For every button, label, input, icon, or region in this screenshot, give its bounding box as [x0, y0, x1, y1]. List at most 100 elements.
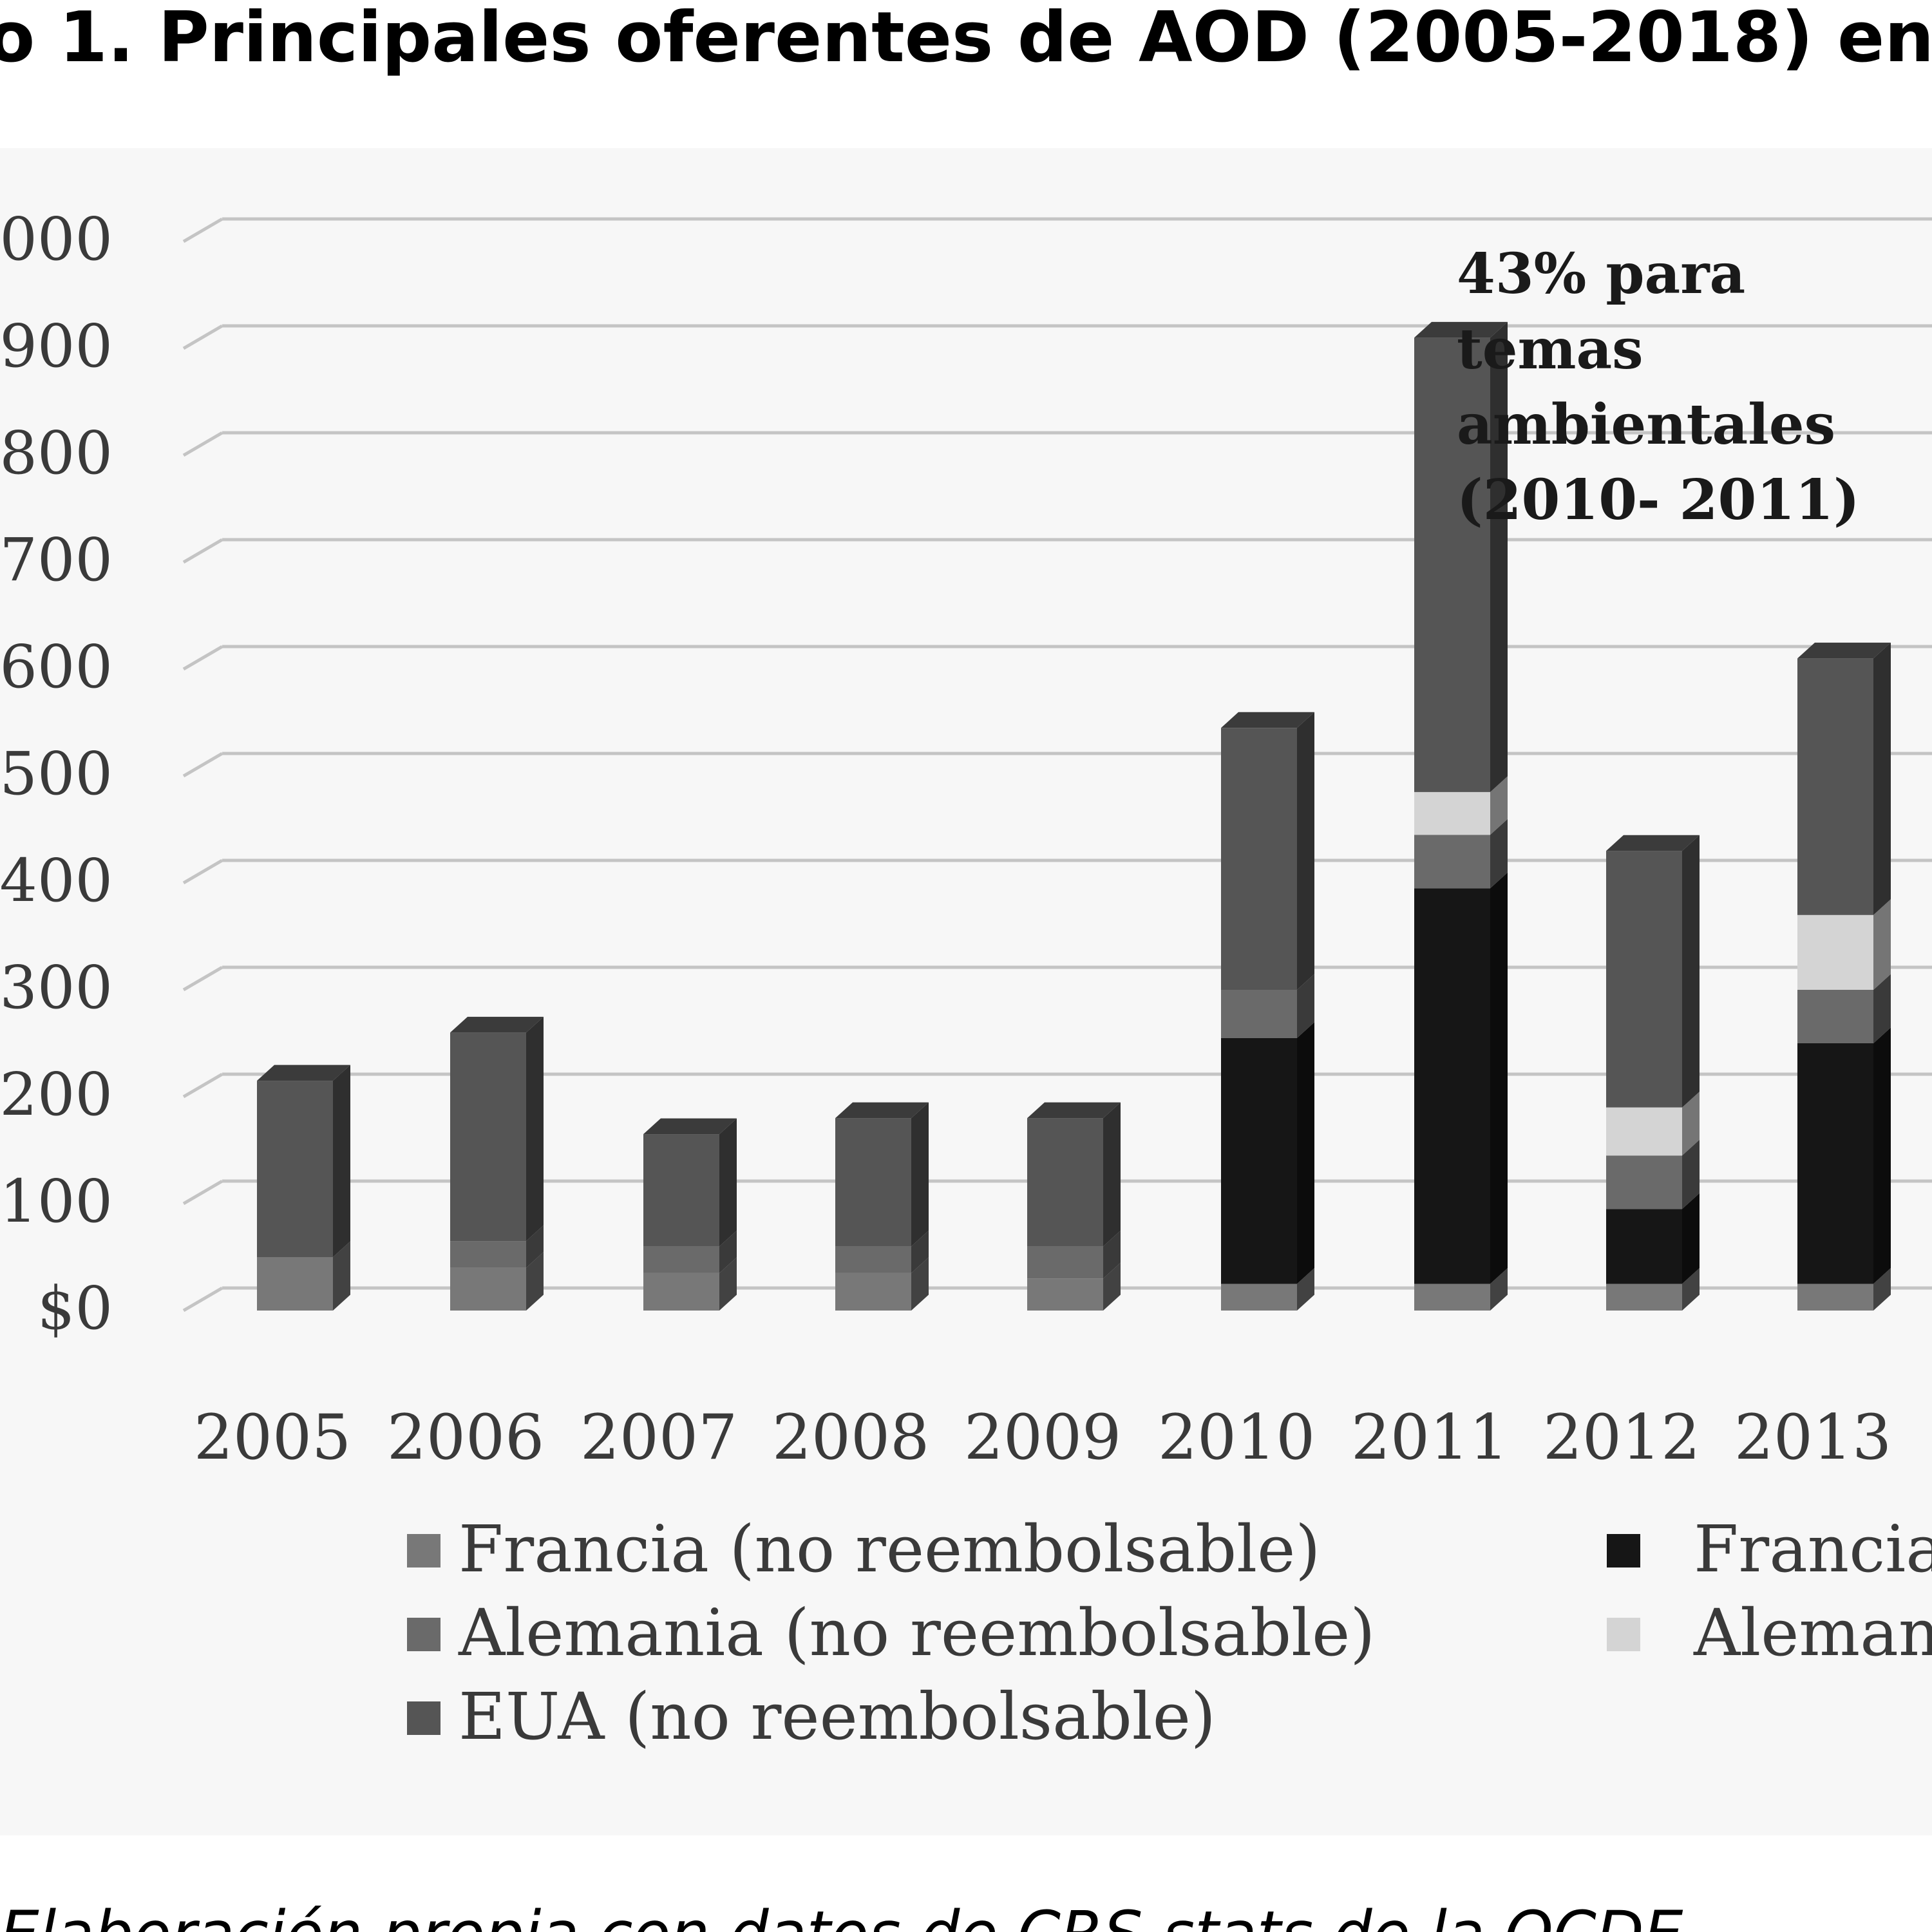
legend-label: Alemania: [1693, 1595, 1932, 1671]
bar-stack-2008: [835, 1102, 929, 1311]
gridline-depth: [182, 217, 223, 243]
x-tick-label: 2006: [387, 1401, 544, 1473]
bar-top: [1221, 712, 1314, 728]
bar-segment: [1606, 1209, 1682, 1284]
y-tick-label: $200: [0, 1060, 113, 1129]
x-tick-label: 2008: [772, 1401, 929, 1473]
y-tick-label: $300: [0, 953, 113, 1022]
annotation-text: 43% para temas ambientales (2010- 2011): [1457, 242, 1860, 533]
chart-title: o 1. Principales oferentes de AOD (2005-…: [0, 0, 1932, 78]
x-tick-label: 2007: [580, 1401, 737, 1473]
annotation: 43% para temas ambientales (2010- 2011): [1457, 242, 1860, 533]
bar-segment-side: [1297, 974, 1314, 1038]
bar-segment: [1414, 888, 1490, 1284]
legend-label: EUA (no reembolsable): [459, 1679, 1216, 1754]
bar-segment-side: [1682, 1268, 1700, 1311]
bar-segment-side: [1297, 712, 1314, 990]
bar-segment-side: [1873, 1027, 1891, 1284]
y-tick-label: $900: [0, 312, 113, 381]
bar-top: [1027, 1102, 1121, 1119]
bar-segment-side: [526, 1225, 544, 1268]
bar-top: [450, 1016, 544, 1033]
x-tick-label: 2009: [964, 1401, 1121, 1473]
bar-segment: [450, 1032, 526, 1242]
bar-stack-2012: [1606, 835, 1700, 1311]
bar-segment: [835, 1118, 911, 1247]
bar-segment: [1606, 1283, 1682, 1311]
legend: Francia (no reembolsable) Alemania (no re…: [407, 1511, 1932, 1754]
bar-segment-side: [1682, 835, 1700, 1108]
bars: [257, 321, 1891, 1311]
bar-segment: [643, 1134, 719, 1247]
bar-segment-side: [719, 1257, 737, 1311]
y-axis-ticks: $0 $100 $200 $300 $400 $500 $600 $700 $800 $900 $1…: [0, 205, 113, 1343]
annotation-line: (2010- 2011): [1457, 468, 1860, 533]
bar-segment-side: [1682, 1092, 1700, 1156]
annotation-line: ambientales: [1457, 392, 1835, 457]
bar-segment: [1797, 914, 1873, 990]
gridline-depth: [182, 431, 223, 457]
legend-swatch: [407, 1618, 440, 1651]
gridline-depth: [182, 1286, 223, 1312]
bar-segment-side: [1490, 776, 1508, 835]
gridline-depth: [182, 858, 223, 885]
bar-top: [835, 1102, 929, 1119]
x-tick-label: 2005: [194, 1401, 351, 1473]
gridline-depth: [182, 752, 223, 778]
legend-swatch: [1607, 1534, 1640, 1567]
bar-segment-side: [911, 1257, 929, 1311]
bar-segment: [643, 1246, 719, 1273]
bar-segment: [1221, 1283, 1297, 1311]
bar-segment-side: [1873, 899, 1891, 990]
bar-segment: [1797, 990, 1873, 1043]
gridline-depth: [182, 1072, 223, 1099]
y-tick-label: $1000: [0, 205, 113, 274]
bar-segment-side: [1682, 1193, 1700, 1284]
bar-segment-side: [911, 1102, 929, 1247]
bar-segment-side: [526, 1252, 544, 1311]
bar-segment: [1414, 337, 1490, 792]
legend-label: Alemania (no reembolsable): [458, 1595, 1375, 1671]
bar-segment-side: [1873, 642, 1891, 915]
bar-segment: [1797, 1043, 1873, 1284]
x-tick-label: 2012: [1543, 1401, 1700, 1473]
gridline-depth: [182, 965, 223, 992]
legend-label: Francia: [1694, 1511, 1932, 1587]
bar-segment: [257, 1257, 333, 1311]
bar-segment: [450, 1267, 526, 1311]
gridline-depth: [182, 645, 223, 671]
bar-segment-side: [719, 1230, 737, 1273]
bar-segment: [1606, 851, 1682, 1108]
bar-top: [643, 1118, 737, 1135]
y-tick-label: $100: [0, 1167, 113, 1236]
bar-segment: [1221, 1037, 1297, 1284]
bar-segment-side: [719, 1118, 737, 1247]
bar-segment-side: [1490, 1268, 1508, 1311]
x-axis-ticks: 2005 2006 2007 2008 2009 2010 2011 2012 2013: [194, 1401, 1891, 1473]
bar-top: [1414, 321, 1508, 338]
bar-top: [1797, 642, 1891, 659]
annotation-line: temas: [1457, 317, 1643, 382]
y-tick-label: $600: [0, 632, 113, 701]
bar-segment: [1027, 1278, 1103, 1311]
bar-segment-side: [1490, 872, 1508, 1284]
y-tick-label: $500: [0, 739, 113, 808]
bar-segment: [1414, 835, 1490, 889]
bar-segment: [1414, 791, 1490, 835]
bar-top: [1606, 835, 1700, 851]
bar-segment: [1027, 1118, 1103, 1247]
x-tick-label: 2011: [1351, 1401, 1508, 1473]
bar-segment-side: [1873, 1268, 1891, 1311]
bar-stack-2010: [1221, 712, 1314, 1311]
bar-stack-2007: [643, 1118, 737, 1311]
x-tick-label: 2010: [1158, 1401, 1315, 1473]
y-tick-label: $800: [0, 419, 113, 488]
bar-segment: [1414, 1283, 1490, 1311]
annotation-line: 43% para: [1457, 242, 1745, 307]
legend-label: Francia (no reembolsable): [459, 1511, 1320, 1587]
bar-segment: [450, 1241, 526, 1268]
bar-segment: [1027, 1246, 1103, 1279]
y-tick-label: $700: [0, 526, 113, 594]
bar-segment: [835, 1273, 911, 1311]
